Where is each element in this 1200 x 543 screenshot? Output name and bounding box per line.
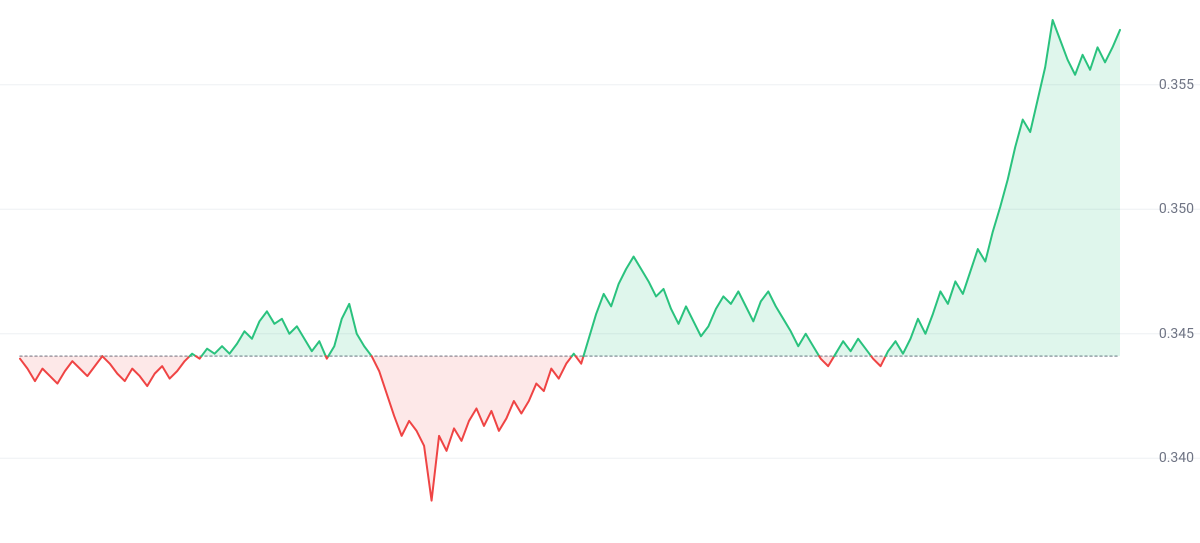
- price-chart[interactable]: 0.3400.3450.3500.355: [0, 0, 1200, 543]
- chart-svg: [0, 0, 1200, 543]
